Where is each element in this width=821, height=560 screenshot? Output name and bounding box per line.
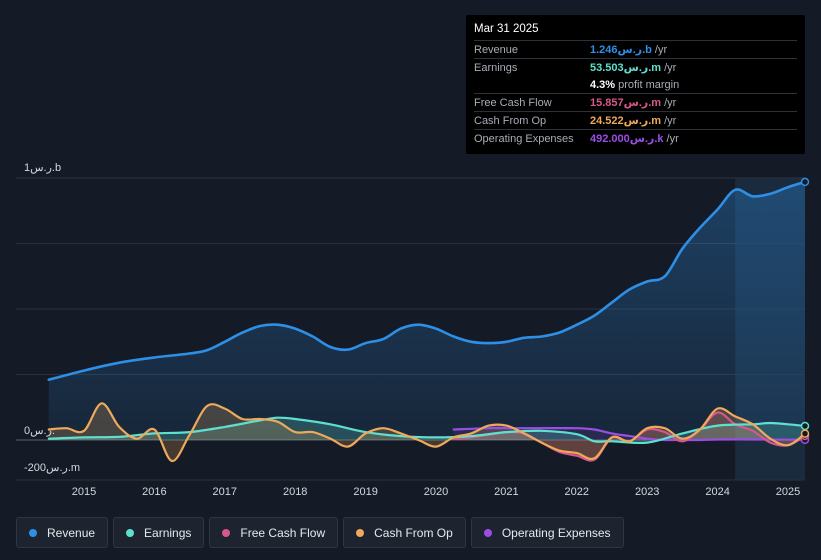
x-axis-tick-label: 2018 (283, 486, 307, 498)
cash-from-op-end-point (800, 429, 810, 438)
x-axis-tick-label: 2024 (705, 486, 729, 498)
tooltip-unit: /yr (666, 132, 679, 145)
legend-dot-icon (222, 528, 231, 537)
tooltip-row-revenue: Revenue 1.246ر.س.b /yr (474, 40, 797, 58)
tooltip-value: 15.857ر.س.m (590, 97, 662, 109)
tooltip-value: 4.3% (590, 78, 616, 91)
legend-label: Cash From Op (374, 525, 453, 540)
tooltip-unit: /yr (664, 114, 677, 127)
earnings-area (48, 417, 806, 443)
y-axis-label: -200ر.س.m (24, 462, 80, 474)
tooltip-row-operating-expenses: Operating Expenses 492.000ر.س.k /yr (474, 129, 797, 147)
tooltip-label: Free Cash Flow (474, 96, 552, 109)
tooltip-value: 53.503ر.س.m (590, 62, 662, 74)
legend-dot-icon (126, 528, 135, 537)
legend-dot-icon (356, 528, 365, 537)
cash-from-op-line (47, 402, 807, 463)
tooltip-unit: /yr (664, 96, 677, 109)
tooltip-label: Earnings (474, 61, 518, 74)
x-axis-tick-label: 2015 (72, 486, 96, 498)
tooltip-row-profit-margin: 4.3% profit margin (474, 76, 797, 93)
x-axis-tick-label: 2021 (494, 486, 518, 498)
tooltip-unit: profit margin (618, 78, 680, 91)
operating-expenses-line (452, 427, 807, 442)
legend-label: Operating Expenses (501, 525, 611, 540)
tooltip-date: Mar 31 2025 (474, 23, 539, 35)
tooltip-label: Cash From Op (474, 114, 547, 127)
revenue-end-point (800, 177, 810, 187)
tooltip-value: 24.522ر.س.m (590, 115, 662, 127)
tooltip: Mar 31 2025 Revenue 1.246ر.س.b /yr Earni… (466, 15, 805, 154)
revenue-area (48, 181, 806, 440)
tooltip-row-free-cash-flow: Free Cash Flow 15.857ر.س.m /yr (474, 93, 797, 111)
legend-item-revenue[interactable]: Revenue (16, 517, 109, 548)
legend-label: Revenue (47, 525, 96, 540)
free-cash-flow-area (453, 412, 805, 461)
tooltip-label: Operating Expenses (474, 132, 574, 145)
legend-label: Earnings (144, 525, 192, 540)
legend-item-free-cash-flow[interactable]: Free Cash Flow (209, 517, 339, 548)
chart: 1ر.س.b 0ر.س. -200ر.س.m 2015 2016 2017 2018 2019… (16, 162, 810, 498)
legend-dot-icon (29, 528, 37, 537)
x-axis-tick-label: 2020 (424, 486, 448, 498)
legend-label: Free Cash Flow (240, 525, 326, 540)
x-axis-tick-label: 2022 (565, 486, 589, 498)
tooltip-value: 1.246ر.س.b (590, 44, 652, 56)
x-axis-tick-label: 2019 (353, 486, 377, 498)
legend-item-cash-from-op[interactable]: Cash From Op (343, 517, 466, 548)
tooltip-unit: /yr (664, 61, 677, 74)
x-axis-tick-label: 2023 (635, 486, 659, 498)
x-axis-tick-label: 2016 (142, 486, 166, 498)
tooltip-unit: /yr (654, 43, 668, 56)
legend-item-operating-expenses[interactable]: Operating Expenses (470, 517, 624, 548)
x-axis-tick-label: 2017 (213, 486, 237, 498)
tooltip-row-cash-from-op: Cash From Op 24.522ر.س.m /yr (474, 111, 797, 129)
tooltip-label: Revenue (474, 43, 519, 56)
legend: Revenue Earnings Free Cash Flow Cash Fro… (16, 517, 624, 548)
tooltip-value: 492.000ر.س.k (590, 133, 664, 145)
legend-dot-icon (483, 528, 492, 537)
earnings-end-point (800, 421, 810, 431)
x-axis-tick-label: 2025 (776, 486, 800, 498)
tooltip-row-earnings: Earnings 53.503ر.س.m /yr (474, 58, 797, 76)
legend-item-earnings[interactable]: Earnings (113, 517, 205, 548)
y-axis-label: 1ر.س.b (24, 162, 61, 174)
revenue-line (47, 180, 807, 381)
y-axis-label: 0ر.س. (24, 425, 55, 437)
